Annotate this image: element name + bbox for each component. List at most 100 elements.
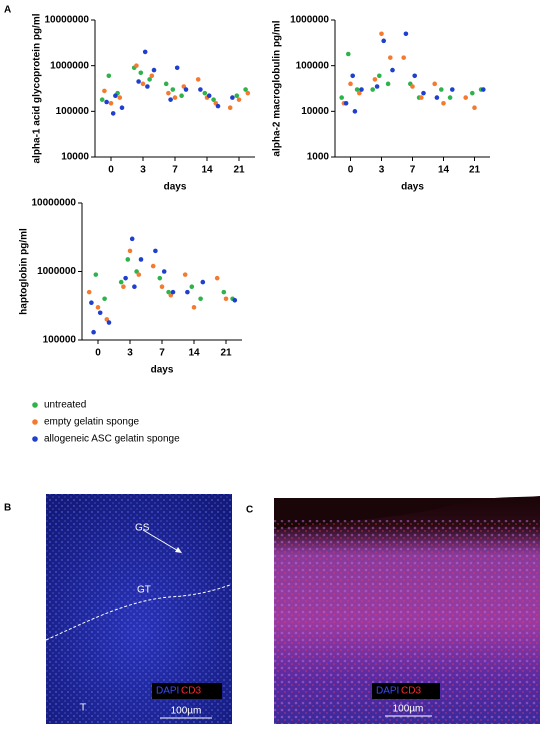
data-point xyxy=(136,272,142,277)
data-point xyxy=(182,272,188,277)
data-point xyxy=(147,77,152,82)
panel-label: C xyxy=(246,505,253,516)
data-point xyxy=(161,269,167,274)
stain-label: CD3 xyxy=(401,686,421,697)
data-point xyxy=(352,109,358,114)
data-point xyxy=(214,275,220,281)
data-point xyxy=(125,257,131,262)
panel-label: B xyxy=(4,503,11,514)
data-point xyxy=(377,73,382,79)
data-point xyxy=(381,38,387,44)
legend-swatch xyxy=(32,419,38,425)
data-point xyxy=(198,87,203,92)
x-tick-label: 14 xyxy=(201,165,213,176)
data-point xyxy=(481,87,486,92)
data-point xyxy=(463,95,469,100)
data-point xyxy=(163,81,169,87)
x-tick-label: 7 xyxy=(172,165,178,176)
data-point xyxy=(472,105,477,111)
x-tick-label: 7 xyxy=(159,348,165,359)
data-point xyxy=(234,93,240,98)
x-tick-label: 3 xyxy=(127,348,133,359)
data-point xyxy=(390,67,395,73)
data-point xyxy=(348,81,353,87)
data-point xyxy=(136,79,141,84)
data-point xyxy=(150,263,156,269)
data-point xyxy=(470,90,475,96)
data-point xyxy=(138,70,144,76)
data-point xyxy=(168,97,173,102)
stain-label-box xyxy=(372,683,440,699)
data-point xyxy=(421,90,426,96)
data-point xyxy=(157,275,163,281)
data-point xyxy=(339,95,345,100)
data-point xyxy=(142,49,148,55)
data-point xyxy=(432,81,438,87)
data-point xyxy=(159,284,165,289)
data-point xyxy=(198,296,203,302)
data-point xyxy=(104,99,109,105)
data-point xyxy=(401,55,407,60)
data-point xyxy=(189,284,195,289)
x-tick-label: 21 xyxy=(233,165,245,176)
data-point xyxy=(223,296,229,302)
data-point xyxy=(86,289,92,295)
data-point xyxy=(117,95,123,100)
data-point xyxy=(106,73,112,79)
data-point xyxy=(153,248,158,254)
y-axis-label: alpha-1 acid glycoprotein pg/ml xyxy=(32,13,43,163)
data-point xyxy=(108,100,114,106)
data-point xyxy=(191,305,197,310)
x-tick-label: 3 xyxy=(140,165,146,176)
data-point xyxy=(434,95,440,100)
data-point xyxy=(232,297,238,303)
data-point xyxy=(200,279,206,285)
data-point xyxy=(166,90,171,96)
data-point xyxy=(357,90,362,96)
data-point xyxy=(140,81,146,87)
y-tick-label: 10000000 xyxy=(45,15,90,26)
data-point xyxy=(419,95,424,100)
data-point xyxy=(145,84,150,89)
x-tick-label: 3 xyxy=(379,165,385,176)
data-point xyxy=(211,97,216,102)
data-point xyxy=(388,55,393,60)
scale-bar-label: 100µm xyxy=(393,704,424,715)
data-point xyxy=(113,93,118,98)
data-point xyxy=(195,77,201,82)
data-point xyxy=(215,103,221,109)
scale-bar-label: 100µm xyxy=(171,706,202,717)
data-point xyxy=(447,95,453,100)
x-tick-label: 0 xyxy=(95,348,101,359)
data-point xyxy=(206,93,212,98)
data-point xyxy=(91,329,96,335)
data-point xyxy=(134,63,139,68)
data-point xyxy=(127,248,133,254)
y-tick-label: 10000 xyxy=(301,106,329,117)
data-point xyxy=(129,236,135,242)
y-tick-label: 100000 xyxy=(56,106,90,117)
x-tick-label: 14 xyxy=(438,165,450,176)
stain-label: CD3 xyxy=(181,686,201,697)
data-point xyxy=(185,289,190,295)
data-point xyxy=(245,90,251,96)
x-axis-label: days xyxy=(164,182,187,193)
data-point xyxy=(227,105,233,111)
stain-label: DAPI xyxy=(156,686,179,697)
data-point xyxy=(106,320,112,325)
data-point xyxy=(170,87,176,92)
data-point xyxy=(243,87,248,92)
data-point xyxy=(89,300,94,306)
data-point xyxy=(183,87,189,92)
data-point xyxy=(95,305,101,310)
data-point xyxy=(372,77,378,82)
data-point xyxy=(97,310,103,316)
legend-swatch xyxy=(32,402,38,408)
data-point xyxy=(350,73,356,79)
data-point xyxy=(138,257,144,262)
legend-label: untreated xyxy=(44,400,86,411)
stain-label: DAPI xyxy=(376,686,399,697)
data-point xyxy=(370,87,376,92)
x-axis-label: days xyxy=(151,365,174,376)
legend-label: allogeneic ASC gelatin sponge xyxy=(44,434,180,445)
